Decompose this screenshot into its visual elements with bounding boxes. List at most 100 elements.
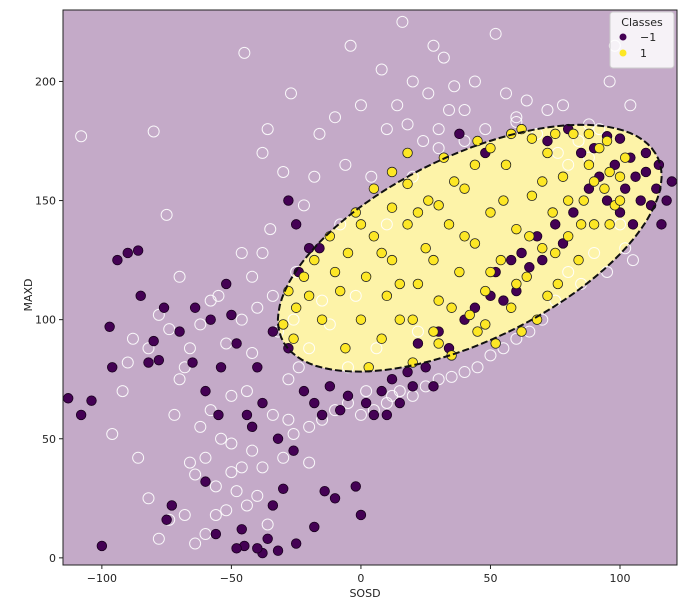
training-point bbox=[458, 104, 471, 117]
inlier-point bbox=[614, 195, 626, 206]
training-point bbox=[183, 342, 196, 355]
training-point bbox=[287, 313, 300, 326]
training-point bbox=[572, 135, 585, 148]
training-point bbox=[246, 444, 259, 457]
inlier-point bbox=[290, 302, 302, 313]
training-point bbox=[624, 99, 637, 112]
outlier-point bbox=[640, 166, 652, 178]
training-point bbox=[264, 223, 277, 236]
outlier-point bbox=[376, 385, 387, 397]
training-point bbox=[401, 118, 414, 131]
outlier-point bbox=[355, 509, 367, 521]
outlier-point bbox=[107, 362, 118, 373]
training-point bbox=[261, 518, 274, 531]
outlier-point bbox=[342, 390, 354, 402]
outlier-point bbox=[381, 409, 393, 421]
inlier-point bbox=[526, 133, 538, 144]
inlier-point bbox=[573, 254, 584, 266]
training-point bbox=[266, 289, 279, 302]
training-point bbox=[256, 461, 269, 474]
training-point bbox=[194, 318, 207, 331]
outlier-point bbox=[267, 326, 279, 337]
training-point bbox=[341, 361, 354, 374]
inlier-point bbox=[433, 338, 444, 349]
training-point bbox=[178, 361, 191, 374]
training-point bbox=[303, 420, 316, 433]
y-tick-label: 50 bbox=[42, 433, 56, 446]
outlier-point bbox=[221, 278, 232, 290]
inlier-point bbox=[298, 271, 310, 282]
outlier-point bbox=[568, 207, 579, 218]
training-point bbox=[323, 318, 336, 331]
outlier-point bbox=[158, 302, 170, 313]
training-point bbox=[593, 123, 606, 136]
outlier-point bbox=[386, 374, 398, 385]
outlier-point bbox=[360, 397, 372, 409]
outlier-point bbox=[394, 397, 405, 409]
outlier-point bbox=[283, 195, 294, 206]
inlier-point bbox=[495, 254, 507, 266]
outlier-point bbox=[63, 393, 74, 404]
plot-area bbox=[63, 10, 677, 565]
outlier-point bbox=[635, 195, 646, 206]
inlier-point bbox=[303, 290, 315, 302]
training-point bbox=[163, 323, 176, 336]
outlier-point bbox=[619, 183, 631, 194]
outlier-point bbox=[309, 521, 320, 533]
inlier-point bbox=[469, 159, 481, 171]
inlier-point bbox=[335, 285, 346, 297]
outlier-point bbox=[278, 483, 289, 494]
outlier-point bbox=[257, 397, 268, 409]
training-point bbox=[500, 87, 513, 100]
decision-boundary bbox=[276, 123, 663, 373]
training-point bbox=[240, 499, 253, 512]
inlier-point bbox=[433, 200, 444, 211]
training-point bbox=[432, 123, 445, 136]
training-point bbox=[132, 451, 145, 464]
outlier-point bbox=[174, 326, 185, 337]
training-point bbox=[142, 342, 155, 355]
training-point bbox=[126, 332, 139, 345]
outlier-point bbox=[303, 242, 315, 254]
inlier-point bbox=[594, 142, 605, 154]
outlier-point bbox=[550, 219, 561, 230]
training-point bbox=[194, 420, 207, 433]
training-point bbox=[497, 342, 510, 355]
outlier-point bbox=[241, 409, 253, 421]
x-axis-label: SOSD bbox=[349, 587, 380, 600]
x-tick-label: 100 bbox=[610, 572, 631, 585]
inlier-point bbox=[562, 195, 574, 206]
inlier-point bbox=[423, 195, 434, 206]
inlier-point bbox=[524, 231, 535, 242]
y-tick-label: 100 bbox=[35, 314, 56, 327]
training-point bbox=[510, 115, 523, 128]
outlier-point bbox=[267, 500, 279, 511]
training-point bbox=[380, 123, 393, 136]
training-point bbox=[458, 366, 471, 379]
inlier-point bbox=[604, 219, 615, 230]
outlier-point bbox=[454, 128, 465, 140]
training-point bbox=[562, 158, 575, 171]
outlier-point bbox=[166, 500, 178, 511]
training-point bbox=[266, 408, 279, 421]
inlier-point bbox=[316, 314, 328, 325]
training-point bbox=[173, 373, 186, 386]
outlier-point bbox=[614, 207, 626, 218]
training-point bbox=[380, 397, 393, 410]
training-point bbox=[215, 432, 228, 445]
training-point bbox=[329, 111, 342, 124]
inlier-point bbox=[446, 302, 457, 313]
training-point bbox=[520, 94, 533, 107]
inlier-point bbox=[428, 326, 439, 337]
outlier-point bbox=[86, 395, 97, 406]
inlier-point bbox=[278, 319, 289, 330]
outlier-point bbox=[335, 404, 346, 416]
inlier-point bbox=[459, 183, 470, 194]
outlier-point bbox=[469, 302, 481, 313]
outlier-point bbox=[187, 357, 198, 368]
inlier-point bbox=[547, 207, 558, 218]
training-point bbox=[238, 46, 251, 59]
outlier-point bbox=[329, 493, 341, 504]
training-point bbox=[370, 342, 383, 355]
inlier-point bbox=[386, 202, 398, 213]
